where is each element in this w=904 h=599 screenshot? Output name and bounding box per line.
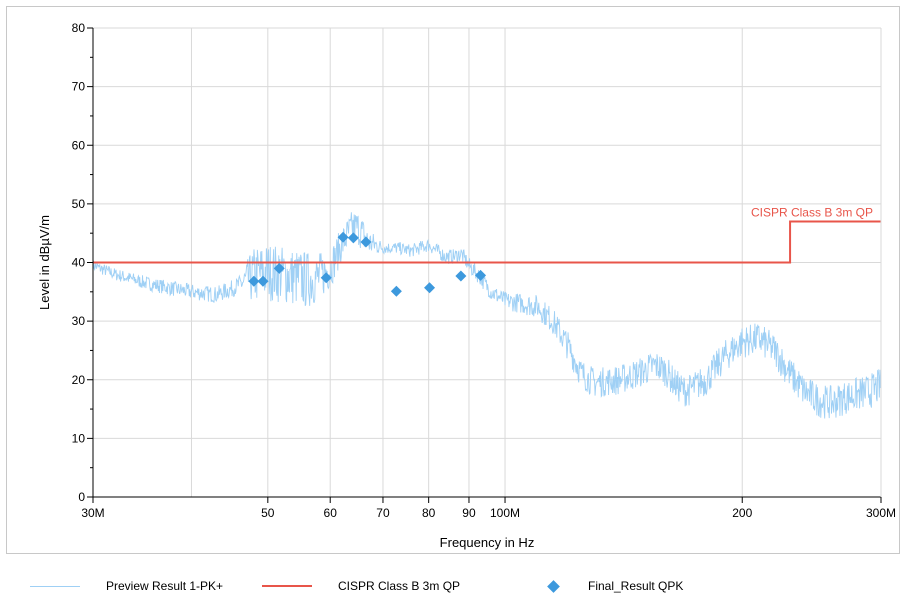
x-axis-title: Frequency in Hz [440,535,535,550]
chart-frame: 0 10 20 30 40 50 60 70 80 30M 50 60 70 80 90 100M 200 300… [6,6,900,554]
final-result-point-4 [320,272,332,284]
series-limit-line [93,220,881,264]
legend-label-preview: Preview Result 1-PK+ [106,579,224,593]
legend-swatch-limit [262,585,312,587]
y-tick-label-80: 80 [72,21,86,35]
y-tick-label-20: 20 [72,373,86,387]
x-tick-label-90: 90 [462,506,476,520]
legend-item-limit: CISPR Class B 3m QP [262,579,460,593]
final-result-point-7 [360,236,372,248]
y-tick-label-0: 0 [78,490,85,504]
x-tick-label-200: 200 [732,506,752,520]
legend-label-final: Final_Result QPK [588,579,684,593]
legend-item-preview: Preview Result 1-PK+ [30,579,223,593]
y-tick-label-40: 40 [72,256,86,270]
emission-chart: 0 10 20 30 40 50 60 70 80 30M 50 60 70 80 90 100M 200 300… [37,21,896,550]
limit-line-label: CISPR Class B 3m QP [751,205,873,219]
final-result-point-6 [347,232,359,244]
x-tick-label-100M: 100M [490,506,520,520]
x-tick-label-60: 60 [324,506,338,520]
y-tick-label-50: 50 [72,197,86,211]
final-result-point-5 [337,231,349,243]
final-result-point-1 [248,275,260,287]
legend-swatch-preview [30,585,80,587]
final-result-point-11 [475,269,487,281]
y-tick-label-10: 10 [72,431,86,445]
legend-label-limit: CISPR Class B 3m QP [338,579,461,593]
y-tick-label-70: 70 [72,80,86,94]
y-tick-label-30: 30 [72,314,86,328]
final-result-point-2 [257,275,269,287]
legend-item-final: Final_Result QPK [527,579,683,593]
final-result-point-9 [424,282,436,294]
legend: Preview Result 1-PK+ CISPR Class B 3m QP… [0,566,904,599]
x-tick-label-30M: 30M [81,506,104,520]
x-tick-label-70: 70 [376,506,390,520]
final-result-point-10 [455,270,467,282]
final-result-point-8 [390,285,402,297]
series-preview-trace [92,212,882,419]
series-layer [92,212,882,419]
y-tick-label-60: 60 [72,138,86,152]
x-tick-label-300M: 300M [866,506,896,520]
tick-labels: 0 10 20 30 40 50 60 70 80 30M 50 60 70 80 90 100M 200 300… [72,21,896,520]
axes [87,27,882,503]
y-axis-title: Level in dBµV/m [37,215,52,310]
x-tick-label-80: 80 [422,506,436,520]
final-result-point-3 [273,262,285,274]
legend-swatch-final [547,579,560,593]
x-tick-label-50: 50 [261,506,275,520]
